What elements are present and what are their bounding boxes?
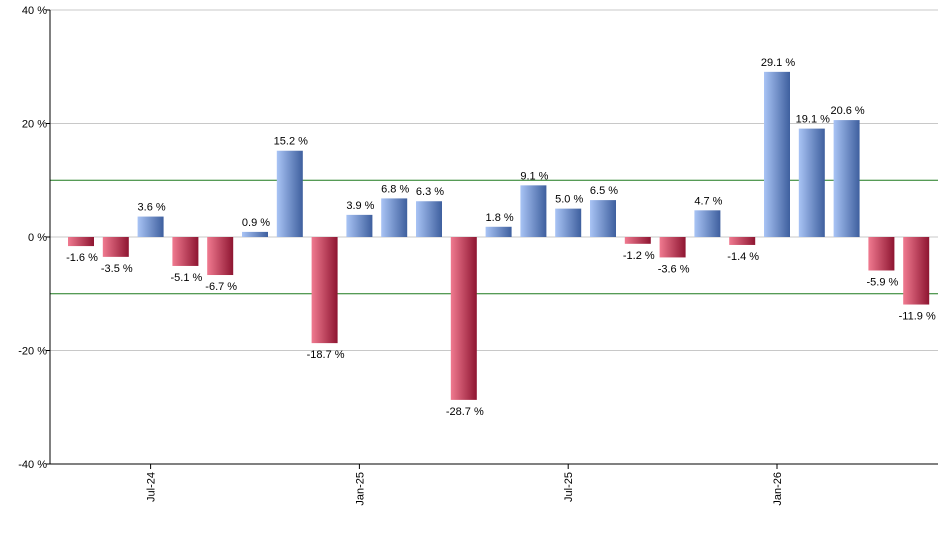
data-label: -28.7 % bbox=[446, 406, 484, 418]
bar bbox=[694, 210, 721, 237]
y-tick-label: 40 % bbox=[22, 5, 47, 17]
data-label: 6.5 % bbox=[590, 185, 618, 197]
x-tick-label: Jul-24 bbox=[146, 472, 158, 502]
bar bbox=[207, 237, 234, 276]
x-tick-label: Jul-25 bbox=[563, 472, 575, 502]
bars bbox=[68, 71, 930, 400]
bar bbox=[798, 128, 825, 237]
data-label: 1.8 % bbox=[486, 212, 514, 224]
bar bbox=[242, 231, 268, 237]
data-label: 6.3 % bbox=[416, 186, 444, 198]
data-label: 15.2 % bbox=[274, 136, 308, 148]
bar bbox=[416, 201, 442, 237]
y-tick-label: -40 % bbox=[18, 459, 47, 471]
bar bbox=[764, 71, 790, 237]
data-label: 29.1 % bbox=[761, 57, 795, 69]
data-label: -5.1 % bbox=[171, 272, 203, 284]
data-label: 0.9 % bbox=[242, 217, 270, 229]
bar bbox=[68, 237, 94, 247]
x-tick-label: Jan-25 bbox=[354, 472, 366, 506]
data-label: -3.5 % bbox=[101, 263, 133, 275]
y-tick-label: 0 % bbox=[28, 232, 47, 244]
data-label: -1.4 % bbox=[727, 251, 759, 263]
bar bbox=[311, 237, 338, 344]
bar bbox=[624, 237, 651, 244]
data-label: 19.1 % bbox=[796, 114, 830, 126]
bar bbox=[102, 237, 129, 257]
data-labels: -1.6 %-3.5 % 3.6 % -5.1 %-6.7 % 0.9 % 15.2 %… bbox=[66, 57, 936, 418]
data-label: -1.6 % bbox=[66, 252, 98, 264]
x-tick-label: Jan-26 bbox=[772, 472, 784, 506]
data-label: -5.9 % bbox=[867, 276, 899, 288]
bar bbox=[729, 237, 756, 245]
bar bbox=[659, 237, 686, 258]
axes: -40 % -20 % 0 % 20 % 40 % Jul-24 Jan-25 Jul-25 J… bbox=[18, 5, 938, 506]
bar bbox=[276, 150, 303, 237]
data-label: 6.8 % bbox=[381, 183, 409, 195]
bar bbox=[833, 120, 860, 237]
bar bbox=[520, 185, 547, 237]
bar bbox=[450, 237, 477, 400]
data-label: 4.7 % bbox=[694, 195, 722, 207]
data-label: -1.2 % bbox=[623, 250, 655, 262]
bar bbox=[172, 237, 199, 266]
bar bbox=[137, 216, 164, 237]
y-tick-label: 20 % bbox=[22, 119, 47, 131]
bar bbox=[868, 237, 895, 271]
bar bbox=[381, 198, 408, 237]
bar bbox=[590, 200, 616, 237]
data-label: 3.6 % bbox=[138, 202, 166, 214]
data-label: 3.9 % bbox=[346, 200, 374, 212]
data-label: -11.9 % bbox=[899, 311, 936, 323]
data-label: -6.7 % bbox=[205, 281, 237, 293]
y-tick-label: -20 % bbox=[18, 346, 47, 358]
data-label: -18.7 % bbox=[307, 349, 345, 361]
data-label: 5.0 % bbox=[555, 194, 583, 206]
bar bbox=[903, 237, 930, 305]
bar bbox=[555, 208, 582, 237]
data-label: -3.6 % bbox=[658, 263, 690, 275]
bar bbox=[346, 214, 373, 237]
data-label: 20.6 % bbox=[830, 105, 864, 117]
bar bbox=[485, 226, 512, 237]
data-label: 9.1 % bbox=[520, 170, 548, 182]
